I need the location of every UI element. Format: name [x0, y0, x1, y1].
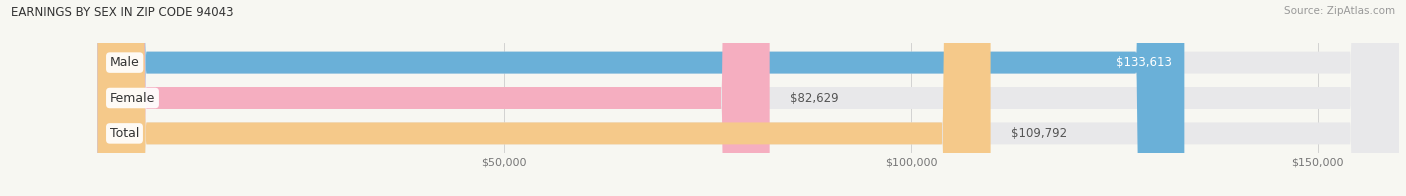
Text: $109,792: $109,792	[1011, 127, 1067, 140]
FancyBboxPatch shape	[97, 0, 991, 196]
FancyBboxPatch shape	[97, 0, 1184, 196]
FancyBboxPatch shape	[97, 0, 1399, 196]
Text: Male: Male	[110, 56, 139, 69]
Text: $133,613: $133,613	[1116, 56, 1173, 69]
Text: Total: Total	[110, 127, 139, 140]
Text: Female: Female	[110, 92, 155, 104]
FancyBboxPatch shape	[97, 0, 1399, 196]
FancyBboxPatch shape	[97, 0, 1399, 196]
Text: Source: ZipAtlas.com: Source: ZipAtlas.com	[1284, 6, 1395, 16]
FancyBboxPatch shape	[97, 0, 769, 196]
Text: $82,629: $82,629	[790, 92, 838, 104]
Text: EARNINGS BY SEX IN ZIP CODE 94043: EARNINGS BY SEX IN ZIP CODE 94043	[11, 6, 233, 19]
